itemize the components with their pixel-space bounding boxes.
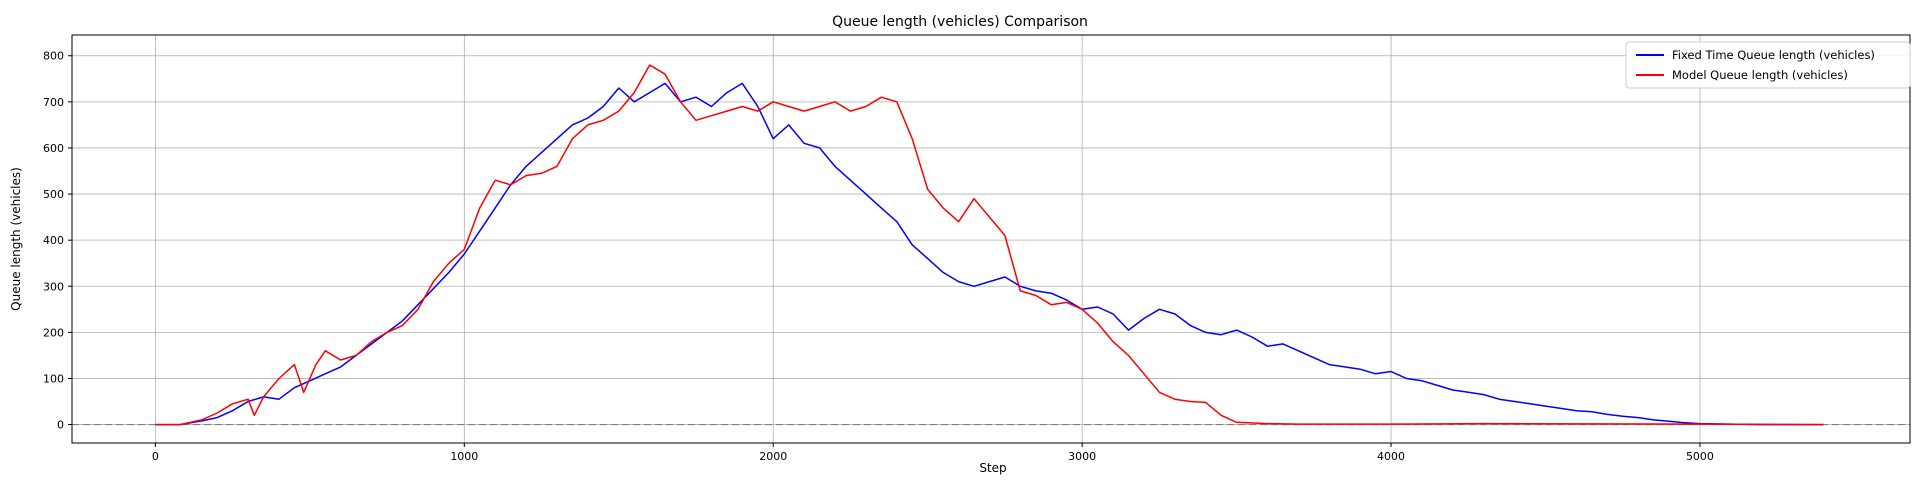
y-tick-label: 500	[43, 188, 64, 201]
y-tick-label: 100	[43, 372, 64, 385]
x-tick-label: 3000	[1068, 450, 1096, 463]
grid	[72, 35, 1910, 443]
y-tick-label: 0	[57, 419, 64, 432]
x-axis-label: Step	[979, 461, 1006, 475]
x-tick-label: 5000	[1686, 450, 1714, 463]
x-axis-ticks: 0 1000 2000 3000 4000 5000	[152, 443, 1714, 463]
legend-label-fixed-time: Fixed Time Queue length (vehicles)	[1672, 48, 1875, 62]
legend-box	[1625, 41, 1911, 89]
y-axis-ticks: 0 100 200 300 400 500 600 700 800	[43, 50, 72, 432]
x-tick-label: 0	[152, 450, 159, 463]
y-tick-label: 700	[43, 96, 64, 109]
y-tick-label: 800	[43, 50, 64, 63]
x-tick-label: 2000	[759, 450, 787, 463]
series-group	[155, 64, 1824, 426]
legend: Fixed Time Queue length (vehicles) Model…	[1625, 41, 1911, 89]
axes-frame	[71, 34, 1911, 444]
y-tick-label: 400	[43, 234, 64, 247]
y-tick-label: 600	[43, 142, 64, 155]
x-tick-label: 4000	[1377, 450, 1405, 463]
chart-title: Queue length (vehicles) Comparison	[832, 14, 1088, 30]
legend-label-model: Model Queue length (vehicles)	[1672, 68, 1848, 82]
series-line-model	[155, 64, 1824, 426]
y-tick-label: 200	[43, 326, 64, 339]
y-tick-label: 300	[43, 280, 64, 293]
x-tick-label: 1000	[450, 450, 478, 463]
y-axis-label: Queue length (vehicles)	[9, 167, 23, 311]
series-line-fixed-time	[155, 82, 1824, 426]
